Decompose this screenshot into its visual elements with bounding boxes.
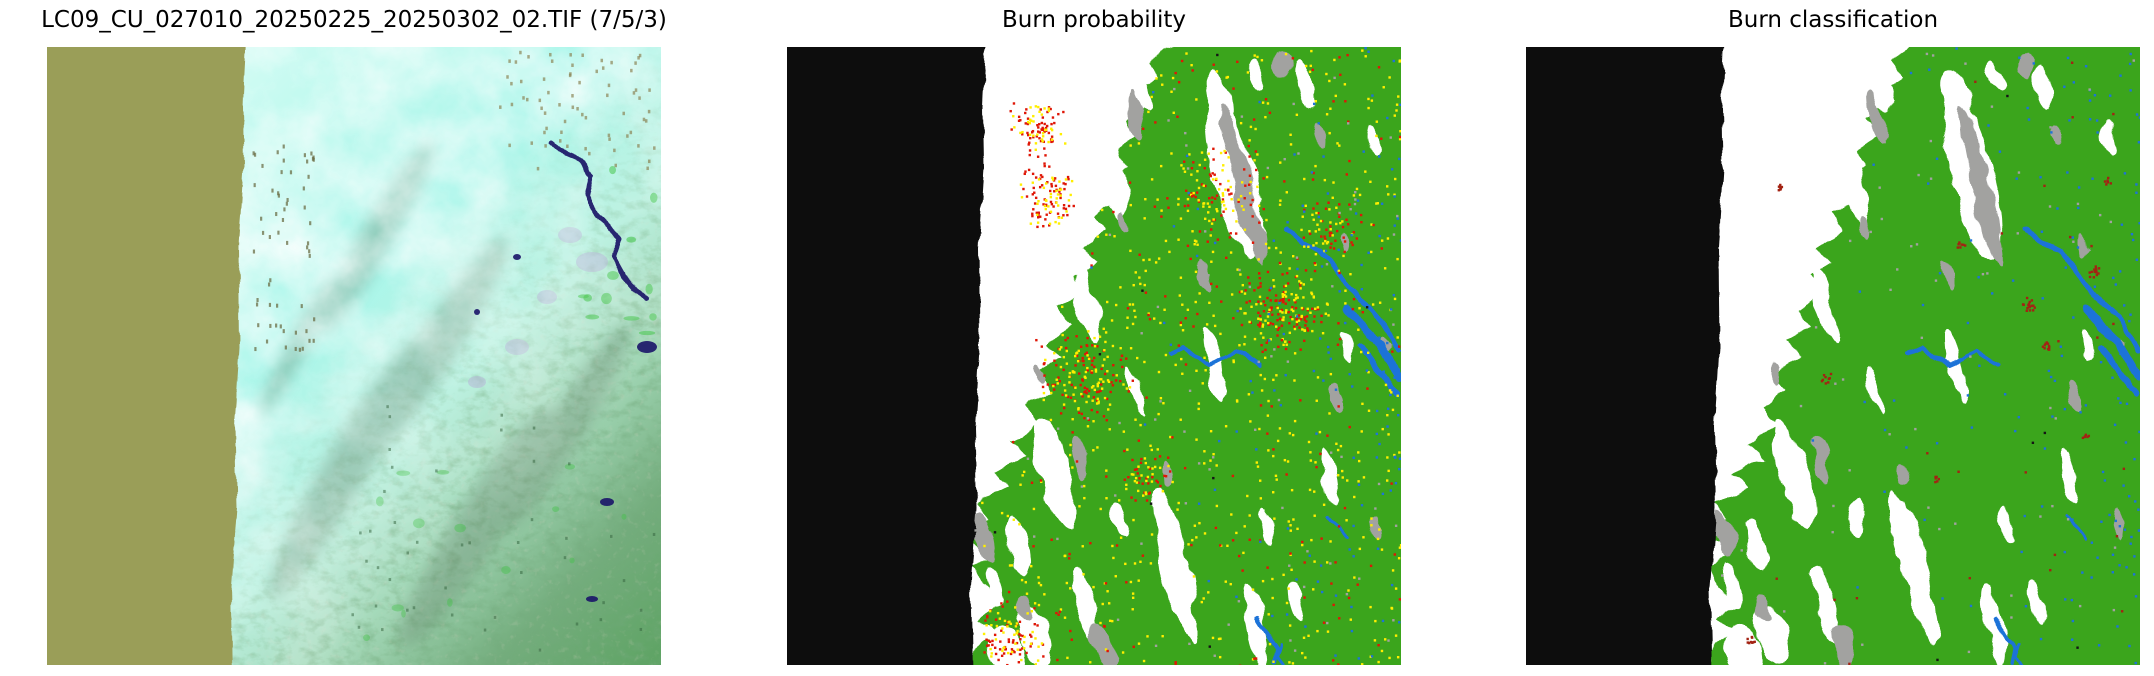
panel-title-burn-probability: Burn probability bbox=[1001, 7, 1187, 33]
satellite-image bbox=[47, 47, 661, 665]
burn-probability-image bbox=[787, 47, 1401, 665]
panel-title-burn-classification: Burn classification bbox=[1727, 7, 1939, 33]
panel-burn-classification: Burn classification bbox=[1526, 7, 2140, 665]
panel-burn-probability: Burn probability bbox=[787, 7, 1401, 665]
panel-title-satellite: LC09_CU_027010_20250225_20250302_02.TIF … bbox=[41, 7, 667, 33]
burn-classification-image bbox=[1526, 47, 2140, 665]
panel-satellite: LC09_CU_027010_20250225_20250302_02.TIF … bbox=[41, 7, 667, 665]
